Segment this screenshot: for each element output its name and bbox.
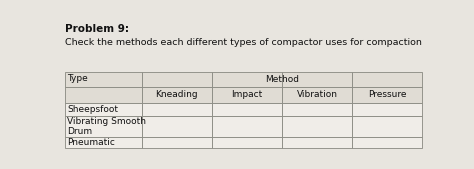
Bar	[282, 103, 352, 116]
Bar	[65, 72, 142, 87]
Bar	[282, 137, 352, 148]
Bar	[282, 72, 352, 87]
Bar	[65, 103, 142, 116]
Bar	[352, 116, 422, 137]
Bar	[282, 87, 352, 103]
Text: Pneumatic: Pneumatic	[67, 138, 115, 147]
Bar	[212, 137, 282, 148]
Bar	[212, 87, 282, 103]
Bar	[212, 116, 282, 137]
Bar	[212, 72, 282, 87]
Text: Pressure: Pressure	[368, 90, 406, 100]
Bar	[142, 116, 212, 137]
Text: Impact: Impact	[231, 90, 263, 100]
Bar	[352, 103, 422, 116]
Bar	[352, 87, 422, 103]
Text: Type: Type	[67, 74, 88, 83]
Text: Vibrating Smooth
Drum: Vibrating Smooth Drum	[67, 117, 146, 136]
Bar	[65, 137, 142, 148]
Bar	[352, 137, 422, 148]
Text: Check the methods each different types of compactor uses for compaction: Check the methods each different types o…	[65, 39, 422, 47]
Text: Sheepsfoot: Sheepsfoot	[67, 105, 118, 114]
Bar	[142, 103, 212, 116]
Bar	[65, 116, 142, 137]
Bar	[142, 137, 212, 148]
Text: Vibration: Vibration	[297, 90, 337, 100]
Text: Method: Method	[265, 75, 299, 84]
Bar	[282, 116, 352, 137]
Text: Kneading: Kneading	[155, 90, 198, 100]
Bar	[212, 103, 282, 116]
Bar	[142, 72, 212, 87]
Bar	[142, 87, 212, 103]
Bar	[65, 87, 142, 103]
Text: Problem 9:: Problem 9:	[65, 24, 129, 34]
Bar	[352, 72, 422, 87]
